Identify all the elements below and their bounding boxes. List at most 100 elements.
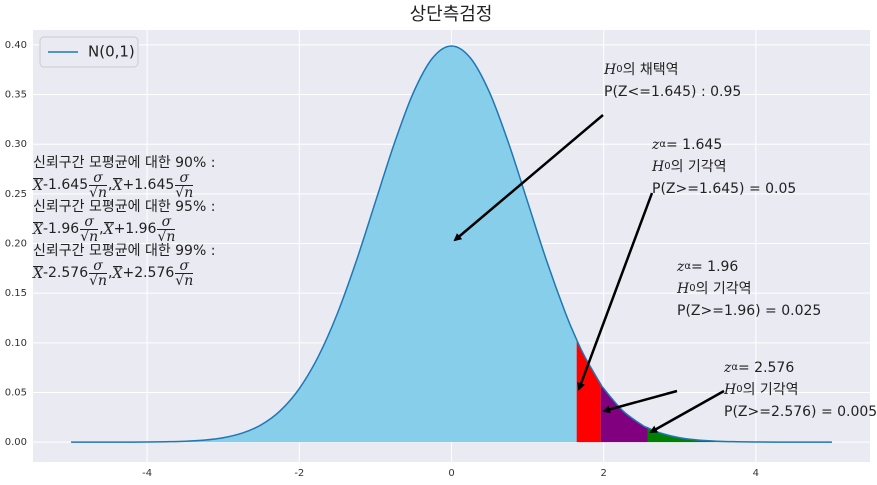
numerator: σ [179, 169, 190, 186]
fraction: σ √n [175, 169, 194, 200]
math-var: H [652, 159, 665, 175]
text: 신뢰구간 모평균에 대한 95% : [33, 199, 216, 215]
fraction: σ √n [157, 213, 176, 245]
denominator: √n [157, 228, 176, 245]
text: = 2.576 [737, 360, 795, 376]
text: -2.576 [42, 265, 89, 281]
y-tick-label: 0.10 [5, 338, 27, 349]
arrow [453, 114, 604, 242]
y-tick-label: 0.20 [5, 239, 27, 250]
annotation-line: 신뢰구간 모평균에 대한 95% : [33, 196, 215, 218]
text: P(Z<=1.645) : 0.95 [604, 84, 742, 100]
mean-symbol: X [112, 177, 123, 194]
denominator: √n [80, 228, 99, 245]
arrows [453, 114, 725, 434]
legend-label: N(0,1) [88, 43, 135, 61]
text: , [108, 265, 113, 281]
denominator: √n [175, 272, 194, 289]
subscript: 0 [689, 283, 696, 294]
math-var: z [677, 259, 685, 275]
fill-region [576, 339, 601, 443]
math-var: z [652, 137, 660, 153]
text: 신뢰구간 모평균에 대한 90% : [33, 155, 216, 171]
subscript: 0 [736, 384, 743, 395]
fill-region [647, 427, 832, 443]
fraction: σ √n [175, 257, 194, 289]
text: , [108, 177, 113, 193]
x-tick-label: 4 [753, 468, 759, 479]
line [71, 45, 832, 443]
mean-symbol: X [112, 265, 123, 282]
legend: N(0,1) [39, 36, 139, 68]
text: , [99, 221, 104, 237]
fill-region [600, 384, 648, 443]
denominator: √n [89, 272, 108, 289]
annotation-line: X -1.645 σ √n, X +1.645 σ √n [33, 171, 215, 200]
text: = 1.645 [665, 137, 723, 153]
chart-title: 상단측검정 [410, 4, 493, 25]
fill-region [71, 45, 577, 443]
fraction: σ √n [89, 257, 108, 289]
annotation: 신뢰구간 모평균에 대한 90% : X -1.645 σ √n, X +1.645 σ √n 신… [33, 152, 216, 288]
text: P(Z>=1.96) = 0.025 [677, 303, 822, 319]
y-tick-label: 0.15 [5, 288, 27, 299]
text: 의 기각역 [670, 159, 727, 175]
text: 신뢰구간 모평균에 대한 99% : [33, 243, 216, 259]
numerator: σ [93, 169, 103, 186]
arrow [577, 192, 654, 391]
math-var: H [724, 382, 737, 398]
fraction: σ √n [80, 213, 99, 245]
y-tick-label: 0.35 [5, 90, 27, 101]
mean-symbol: X [33, 265, 43, 282]
text: 의 채택역 [622, 62, 679, 78]
y-tick-label: 0.30 [5, 139, 27, 150]
legend-box [39, 36, 139, 68]
arrow [602, 389, 678, 414]
text: +2.576 [122, 265, 175, 281]
subscript: 0 [616, 64, 623, 75]
text: = 1.96 [690, 259, 739, 275]
text: -1.645 [42, 177, 89, 193]
arrow [649, 389, 725, 434]
annotation-line: P(Z>=1.96) = 0.025 [677, 300, 821, 322]
annotation-line: 신뢰구간 모평균에 대한 90% : [33, 152, 215, 174]
x-tick-label: -2 [294, 468, 304, 479]
numerator: σ [84, 213, 94, 230]
fraction: σ √n [89, 169, 108, 201]
mean-symbol: X [103, 221, 114, 238]
annotation-line: P(Z>=1.645) = 0.05 [652, 178, 796, 200]
x-tick-label: -4 [142, 468, 152, 479]
numerator: σ [179, 257, 190, 274]
annotation-line: P(Z<=1.645) : 0.95 [604, 81, 741, 103]
math-var: H [677, 281, 690, 297]
denominator: √n [89, 184, 108, 201]
text: +1.645 [122, 177, 175, 193]
text: 의 기각역 [695, 281, 752, 297]
math-var: H [604, 62, 617, 78]
annotation-line: P(Z>=2.576) = 0.005 [724, 401, 877, 423]
text: +1.96 [113, 221, 157, 237]
x-tick-label: 0 [448, 468, 454, 479]
y-tick-label: 0.25 [5, 189, 27, 200]
subscript: α [659, 139, 666, 150]
subscript: α [731, 362, 738, 373]
mean-symbol: X [33, 177, 43, 194]
y-tick-label: 0.05 [5, 387, 27, 398]
text: 의 기각역 [742, 382, 799, 398]
text: P(Z>=2.576) = 0.005 [724, 404, 877, 420]
y-tick-label: 0.40 [5, 40, 27, 51]
numerator: σ [161, 213, 172, 230]
numerator: σ [93, 257, 103, 274]
